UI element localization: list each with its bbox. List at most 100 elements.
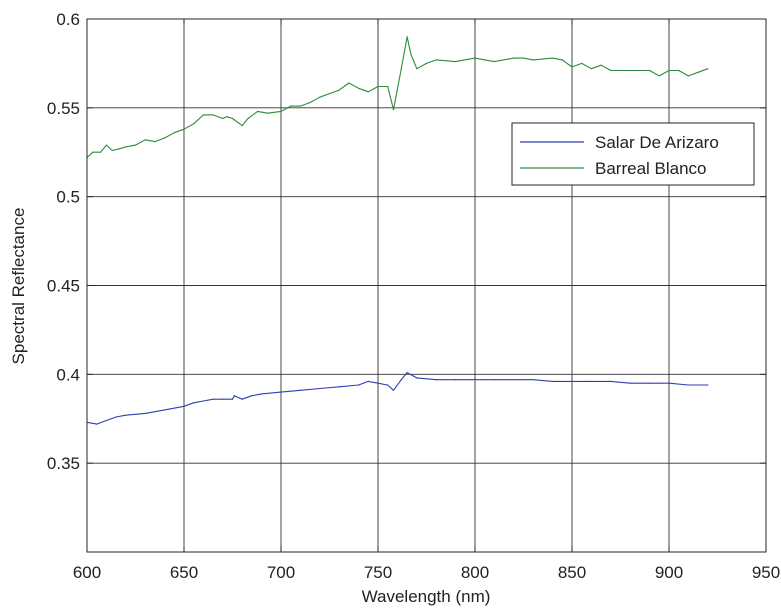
data-point	[96, 423, 98, 425]
x-tick-label: 750	[364, 563, 392, 582]
data-point	[400, 379, 402, 381]
data-point	[290, 105, 292, 107]
legend-label-salar-de-arizaro: Salar De Arizaro	[595, 133, 719, 152]
y-tick-label: 0.5	[56, 188, 80, 207]
data-point	[202, 114, 204, 116]
data-point	[629, 69, 631, 72]
data-point	[299, 389, 301, 391]
data-point	[202, 400, 204, 402]
data-point	[493, 379, 495, 381]
axis-ticks	[86, 18, 767, 552]
data-point	[319, 387, 321, 390]
data-point	[367, 380, 369, 382]
data-point	[571, 66, 573, 68]
data-point	[193, 123, 195, 125]
series-line-salar-de-arizaro	[86, 372, 708, 425]
data-point	[600, 64, 602, 66]
data-point	[687, 75, 690, 77]
data-point	[231, 398, 234, 400]
data-point	[299, 105, 301, 107]
data-point	[387, 384, 389, 386]
series-line-barreal-blanco	[86, 36, 708, 159]
x-tick-label: 700	[267, 563, 295, 582]
data-point	[100, 151, 102, 153]
data-point	[338, 386, 340, 388]
data-point	[105, 144, 107, 146]
x-tick-label: 950	[752, 563, 780, 582]
data-point	[484, 59, 486, 61]
x-tick-label: 850	[558, 563, 586, 582]
data-point	[193, 402, 195, 404]
data-point	[358, 87, 360, 89]
x-axis-label: Wavelength (nm)	[362, 587, 491, 606]
data-point	[144, 412, 146, 414]
data-point	[233, 395, 235, 397]
legend-label-barreal-blanco: Barreal Blanco	[595, 159, 707, 178]
data-point	[610, 69, 612, 72]
data-point	[280, 391, 282, 393]
data-point	[119, 148, 121, 150]
data-point	[266, 112, 268, 114]
data-point	[406, 36, 408, 38]
data-point	[164, 409, 166, 411]
data-point	[522, 57, 525, 59]
x-tick-label: 900	[655, 563, 683, 582]
data-point	[406, 372, 408, 374]
data-point	[173, 132, 175, 134]
data-point	[222, 398, 224, 400]
data-point	[707, 68, 709, 70]
data-point	[455, 61, 457, 63]
data-point	[257, 110, 259, 112]
data-point	[571, 380, 573, 382]
data-point	[92, 151, 94, 153]
x-tick-label: 600	[73, 563, 101, 582]
data-point	[377, 85, 379, 88]
data-point	[513, 57, 515, 59]
data-point	[649, 69, 651, 72]
data-point	[610, 380, 612, 382]
data-point	[416, 377, 418, 379]
data-point	[358, 384, 360, 386]
data-point	[410, 53, 412, 56]
data-point	[251, 395, 253, 397]
data-point	[668, 69, 670, 72]
legend-box	[511, 122, 755, 186]
data-point	[552, 380, 554, 382]
data-point	[144, 139, 146, 141]
data-point	[183, 405, 185, 407]
data-point	[261, 393, 263, 395]
data-point	[392, 389, 395, 391]
data-point	[328, 93, 331, 95]
data-point	[590, 68, 593, 70]
x-tick-label: 800	[461, 563, 489, 582]
data-point	[241, 398, 243, 400]
data-point	[532, 59, 534, 61]
data-point	[400, 68, 402, 70]
grid-lines	[87, 19, 766, 552]
data-point	[697, 71, 699, 73]
data-point	[687, 384, 690, 386]
data-point	[247, 117, 249, 120]
data-point	[513, 379, 515, 381]
data-point	[668, 382, 670, 384]
data-point	[581, 62, 583, 64]
x-tick-labels: 600 650 700 750 800 850 900 950	[73, 563, 780, 582]
data-point	[435, 59, 437, 61]
data-point	[319, 96, 321, 98]
data-point	[280, 110, 282, 112]
data-point	[134, 144, 137, 146]
data-point	[629, 382, 631, 384]
data-point	[348, 82, 350, 84]
data-point	[212, 114, 214, 116]
data-point	[435, 379, 437, 381]
data-point	[125, 414, 127, 416]
data-point	[387, 85, 389, 88]
data-point	[212, 398, 214, 400]
data-point	[561, 59, 563, 61]
data-point	[111, 149, 113, 152]
data-point	[590, 380, 593, 382]
data-point	[226, 116, 228, 118]
data-point	[416, 68, 418, 70]
